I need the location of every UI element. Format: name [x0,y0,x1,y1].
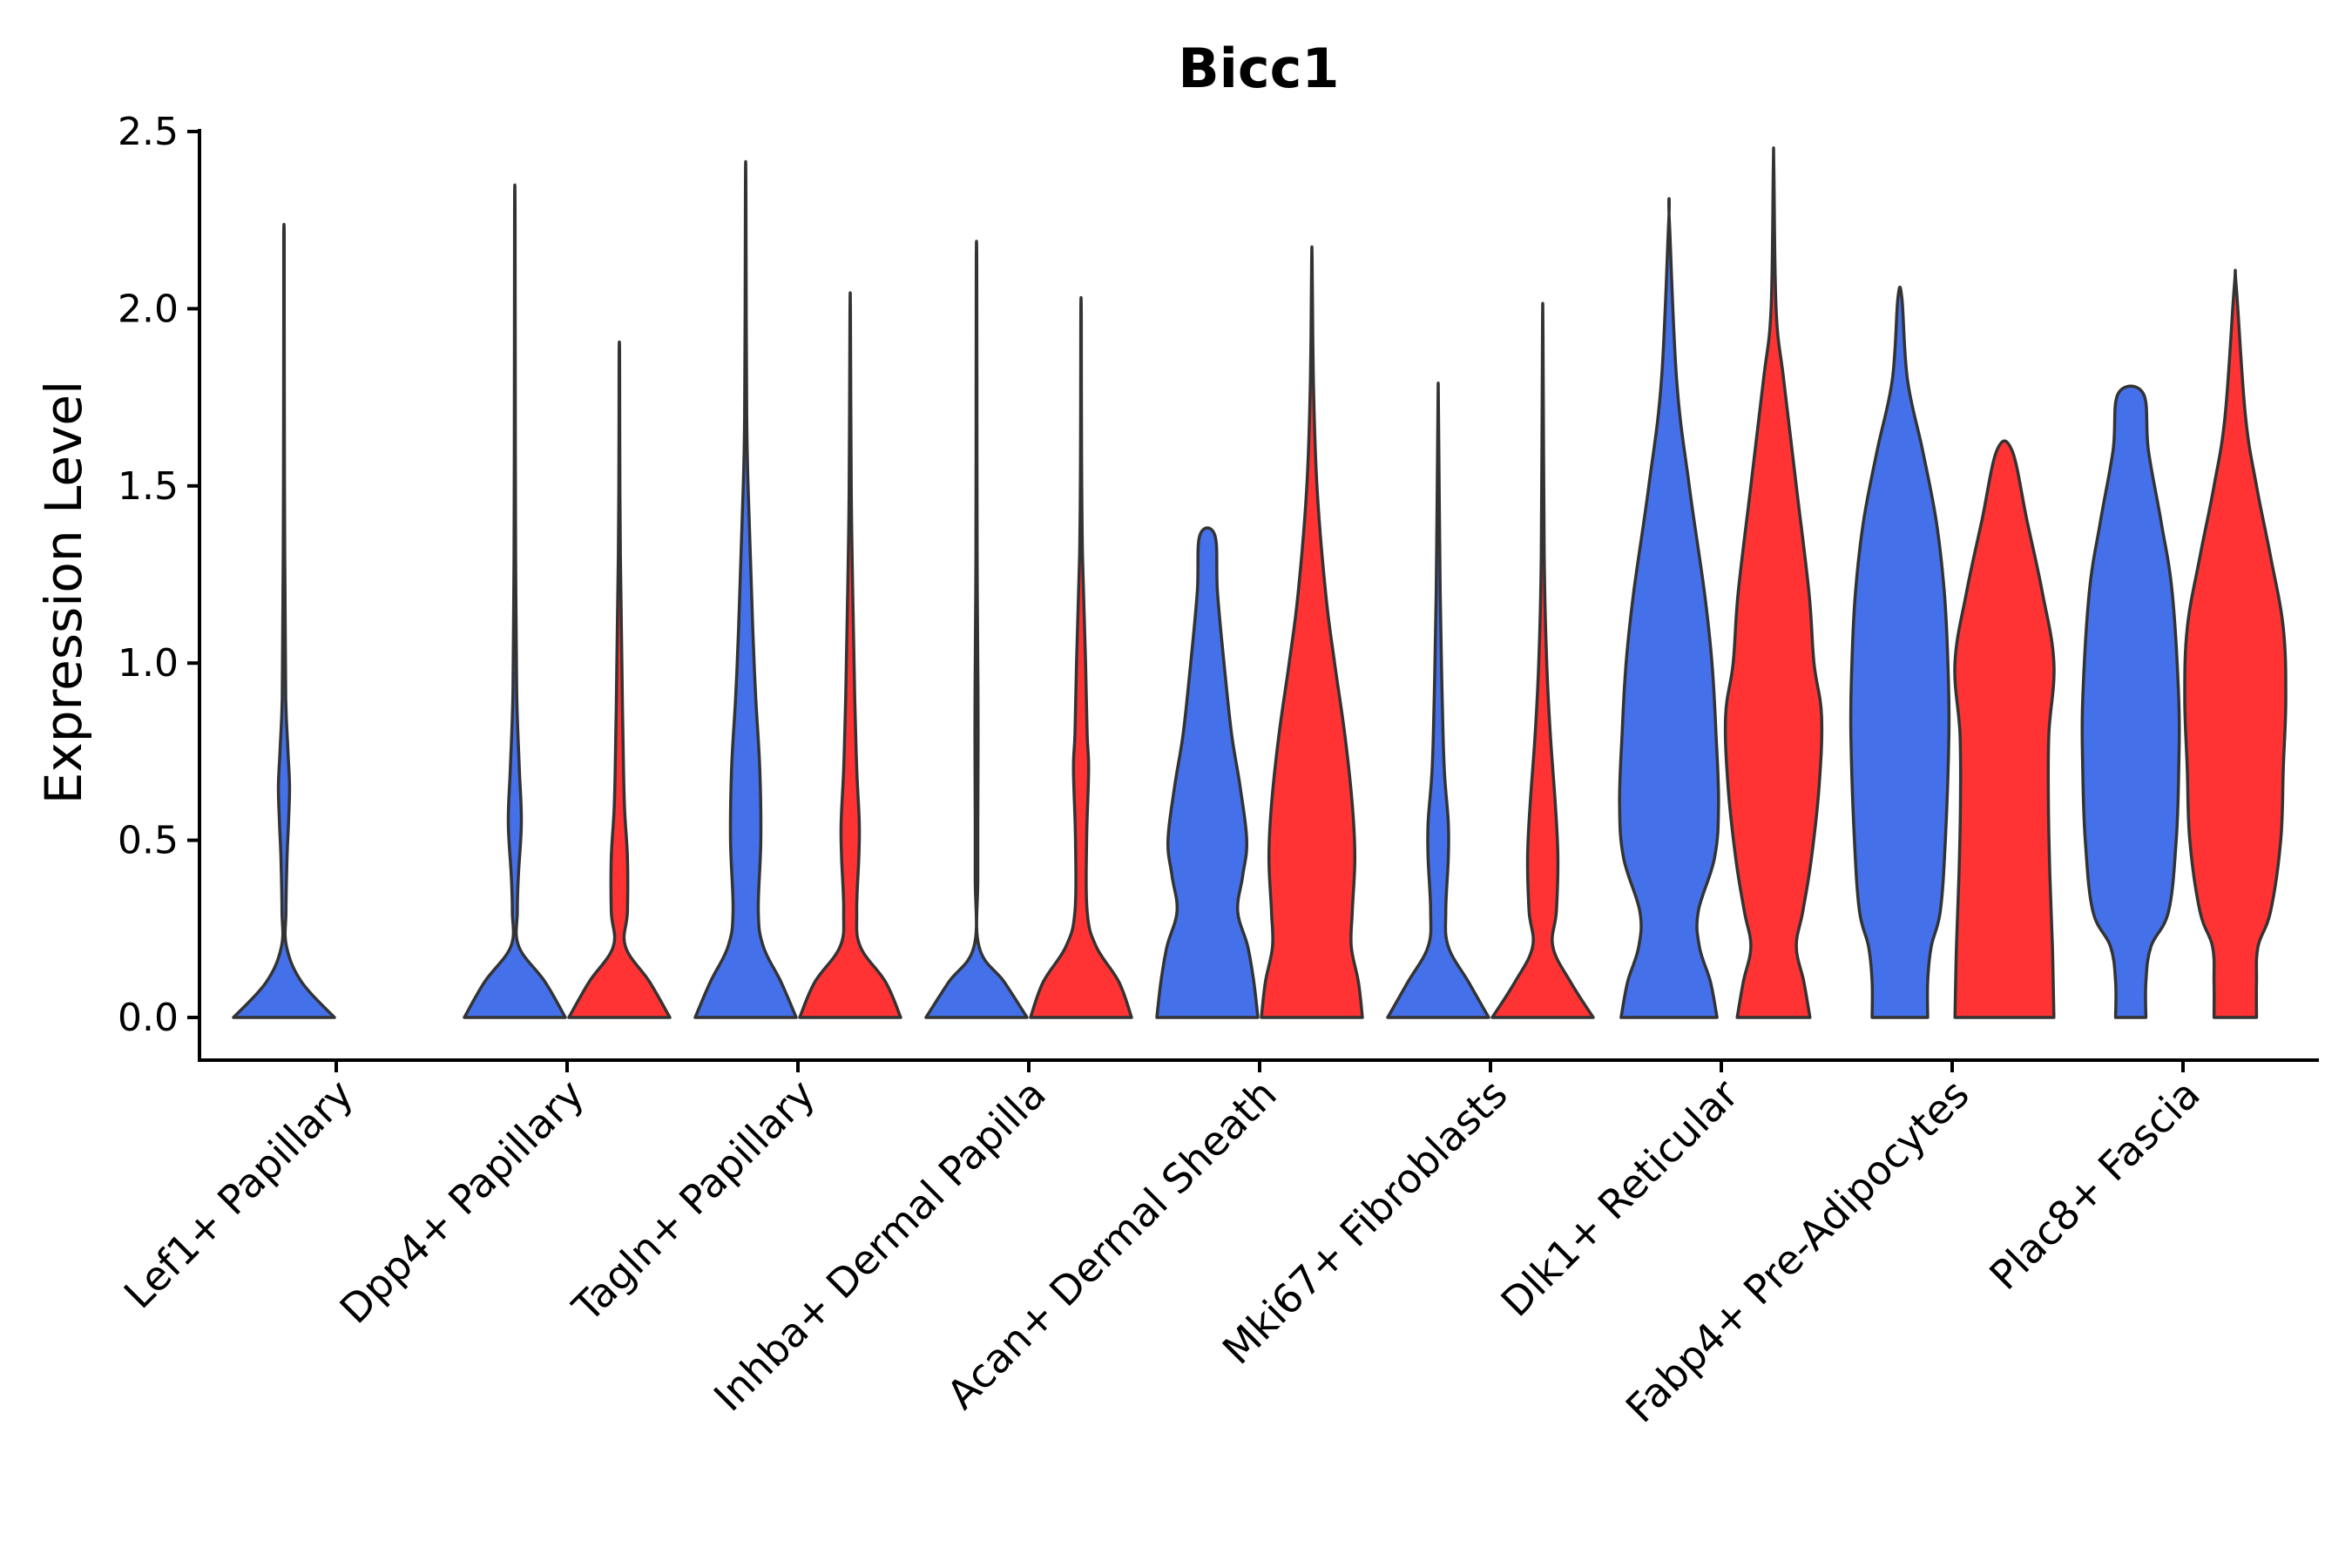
y-tick-label: 1.5 [118,464,179,509]
violin-mki67-fibroblasts-blue [1386,382,1490,1019]
y-tick-label: 2.0 [118,287,179,331]
y-axis: 0.0 0.5 1.0 1.5 2.0 2.5 [118,110,201,1060]
y-tick-label: 0.5 [118,819,179,863]
violin-plac8-fascia-red [2183,268,2288,1019]
y-tick-label: 1.0 [118,641,179,686]
violin-tagln-papillary-blue [693,159,798,1019]
y-axis-label: Expression Level [34,381,93,804]
x-tick-label: Plac8+ Fascia [1980,1071,2208,1299]
violin-dpp4-papillary-blue [463,183,567,1019]
x-tick-label: Tagln+ Papillary [563,1071,824,1332]
violins-group [232,145,2288,1019]
violin-dpp4-papillary-red [567,340,672,1019]
x-tick-label: Dpp4+ Papillary [331,1071,593,1333]
violin-fabp4-pre-adipocytes-red [1953,439,2056,1019]
y-tick-label: 2.5 [118,110,179,154]
violin-dlk1-reticular-blue [1618,197,1720,1019]
violin-lef1-papillary-blue [232,222,336,1019]
y-tick-label: 0.0 [118,996,179,1040]
x-tick-label: Lef1+ Papillary [115,1071,362,1318]
violin-acan-dermal-sheath-blue [1155,526,1260,1019]
violin-inhba-dermal-papilla-red [1029,295,1133,1019]
chart-title: Bicc1 [1178,37,1339,100]
violin-plac8-fascia-blue [2080,384,2181,1019]
violin-acan-dermal-sheath-red [1260,245,1364,1019]
violin-inhba-dermal-papilla-blue [924,240,1029,1019]
violin-dlk1-reticular-red [1723,145,1824,1019]
violin-mki67-fibroblasts-red [1490,301,1595,1019]
x-tick-label: Dlk1+ Reticular [1492,1071,1747,1326]
violin-tagln-papillary-red [798,291,902,1019]
violin-fabp4-pre-adipocytes-blue [1848,285,1951,1019]
